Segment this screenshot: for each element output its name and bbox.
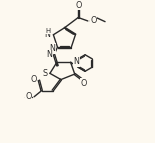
- Text: N: N: [73, 57, 79, 66]
- Text: S: S: [42, 69, 47, 78]
- Text: O: O: [25, 92, 32, 101]
- Text: N: N: [46, 50, 52, 59]
- Text: H: H: [45, 28, 50, 34]
- Text: O: O: [90, 16, 97, 25]
- Text: N: N: [44, 30, 50, 39]
- Text: O: O: [80, 79, 87, 88]
- Text: N: N: [50, 44, 55, 53]
- Text: O: O: [75, 1, 81, 10]
- Text: O: O: [30, 75, 36, 84]
